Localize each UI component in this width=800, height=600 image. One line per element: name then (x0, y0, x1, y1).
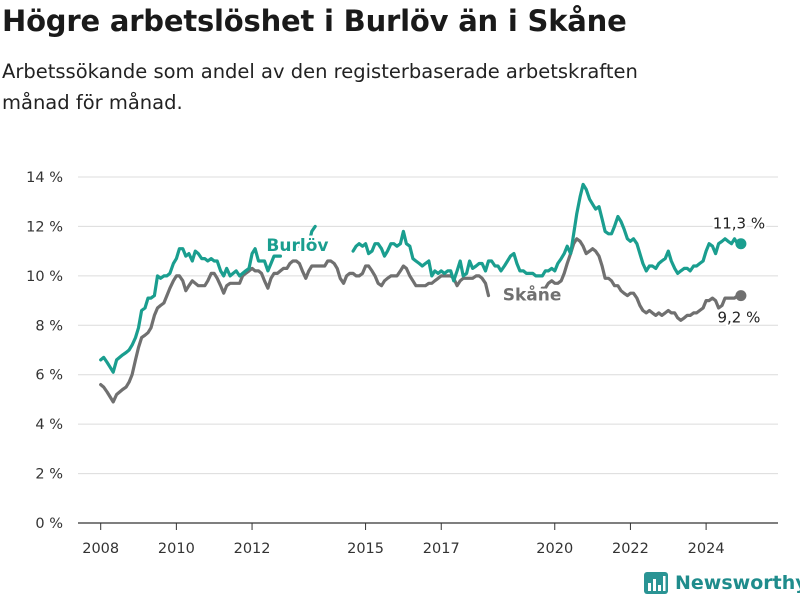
end-label-burlov: 11,3 % (713, 215, 765, 233)
axes: 0 % 2 % 4 % 6 % 8 % 10 % 12 % 14 % 2008 2010 2012 2… (26, 170, 778, 557)
x-tick-label: 2022 (612, 541, 649, 557)
series-labels: Burlöv Skåne 11,3 % 9,2 % (264, 213, 767, 329)
newsworthy-logo[interactable]: Newsworthy (643, 569, 800, 597)
end-point-burlov (735, 238, 747, 250)
end-label-skane: 9,2 % (717, 309, 760, 327)
x-tick-label: 2017 (423, 541, 460, 557)
end-point-skane (735, 290, 747, 302)
series-line-burlov (99, 182, 743, 374)
page-title: Högre arbetslöshet i Burlöv än i Skåne (2, 4, 627, 38)
y-tick-label: 4 % (35, 417, 63, 433)
y-tick-label: 2 % (35, 467, 63, 483)
page-subtitle: Arbetssökande som andel av den registerb… (2, 60, 638, 114)
bar-chart-logo-icon (644, 572, 668, 594)
series-lines (99, 182, 747, 404)
x-tick-label: 2012 (234, 541, 271, 557)
series-name-burlov: Burlöv (266, 236, 328, 256)
x-tick-label: 2020 (536, 541, 573, 557)
x-tick-label: 2010 (158, 541, 195, 557)
y-tick-label: 6 % (35, 368, 63, 384)
y-tick-label: 0 % (35, 516, 63, 532)
x-tick-label: 2008 (82, 541, 119, 557)
y-tick-label: 12 % (26, 219, 63, 235)
y-tick-label: 14 % (26, 170, 63, 186)
x-tick-label: 2024 (688, 541, 725, 557)
x-tick-label: 2015 (347, 541, 384, 557)
gridlines (78, 176, 778, 475)
y-tick-label: 10 % (26, 269, 63, 285)
brand-name: Newsworthy (675, 572, 800, 594)
y-tick-label: 8 % (35, 318, 63, 334)
series-name-skane: Skåne (503, 284, 562, 306)
series-line-skane (99, 237, 743, 404)
